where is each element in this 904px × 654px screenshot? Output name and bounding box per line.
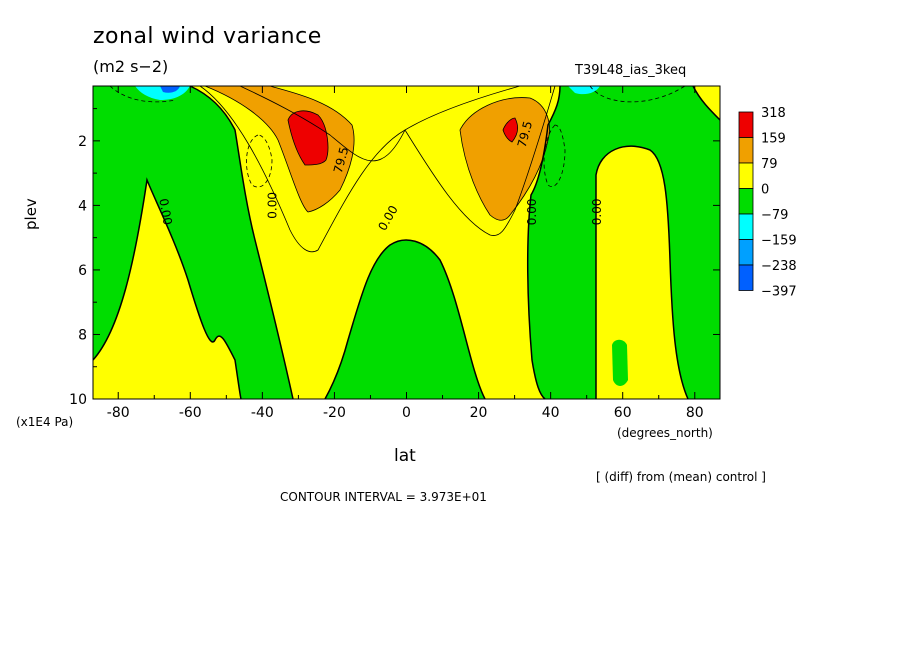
colorbar-label: 159 <box>761 132 786 147</box>
y-tick-label: 10 <box>69 392 87 408</box>
x-tick-label: 0 <box>402 405 411 421</box>
contour-label: 0.00 <box>266 192 280 219</box>
contour-label: 79.5 <box>515 120 535 149</box>
y-tick-label: 4 <box>78 198 87 214</box>
x-axis-label: lat <box>394 446 416 466</box>
y-tick-label: 6 <box>78 263 87 279</box>
positive-contours <box>199 85 556 253</box>
diff-note: [ (diff) from (mean) control ] <box>596 470 766 484</box>
contour-interval: CONTOUR INTERVAL = 3.973E+01 <box>280 490 487 504</box>
region-yellow-right <box>596 146 688 399</box>
region-red-left <box>288 110 328 165</box>
colorbar-swatch <box>738 162 754 189</box>
y-tick-label: 2 <box>78 134 87 150</box>
colorbar-swatch <box>738 239 754 266</box>
contour-label: 0.00 <box>156 197 174 226</box>
y-axis: 2 4 6 8 10 <box>69 108 720 408</box>
x-tick-label: -80 <box>107 405 130 421</box>
colorbar-label: 0 <box>761 183 769 198</box>
x-tick-label: -20 <box>323 405 346 421</box>
x-tick-label: 40 <box>542 405 560 421</box>
run-id: T39L48_ias_3keq <box>575 63 687 78</box>
colorbar: 318 159 79 0 −79 −159 −238 −397 <box>738 106 797 300</box>
colorbar-label: −397 <box>761 285 797 300</box>
colorbar-swatch <box>738 188 754 215</box>
x-tick-label: -60 <box>179 405 202 421</box>
colorbar-label: 318 <box>761 106 786 121</box>
colorbar-swatch <box>738 137 754 164</box>
chart-title: zonal wind variance <box>93 24 322 49</box>
region-green-island <box>612 339 628 386</box>
x-axis: -80 -60 -40 -20 0 20 40 60 80 <box>107 86 704 421</box>
chart-units: (m2 s−2) <box>93 57 169 76</box>
x-axis-units: (degrees_north) <box>617 426 713 440</box>
colorbar-swatch <box>738 264 754 291</box>
colorbar-swatch <box>738 111 754 138</box>
region-yellow-topright <box>693 86 720 120</box>
colorbar-swatch <box>738 213 754 240</box>
colorbar-label: 79 <box>761 157 778 172</box>
contour-label: 79.5 <box>331 145 351 174</box>
colorbar-label: −159 <box>761 234 797 249</box>
zero-contours <box>92 85 721 400</box>
negative-contours <box>109 85 686 188</box>
y-axis-units: (x1E4 Pa) <box>16 415 74 429</box>
colorbar-label: −238 <box>761 259 797 274</box>
region-yellow-left <box>93 180 241 399</box>
x-tick-label: 60 <box>614 405 632 421</box>
contour-label: 0.00 <box>590 198 604 225</box>
region-orange-right <box>460 97 550 221</box>
colorbar-label: −79 <box>761 208 788 223</box>
x-tick-label: 80 <box>686 405 704 421</box>
region-green-bottom <box>396 375 412 399</box>
y-tick-label: 8 <box>78 327 87 343</box>
x-tick-label: -40 <box>251 405 274 421</box>
region-blue-topleft <box>160 86 180 93</box>
x-tick-label: 20 <box>470 405 488 421</box>
contour-label: 0.00 <box>525 198 539 225</box>
plot-area <box>92 85 721 400</box>
